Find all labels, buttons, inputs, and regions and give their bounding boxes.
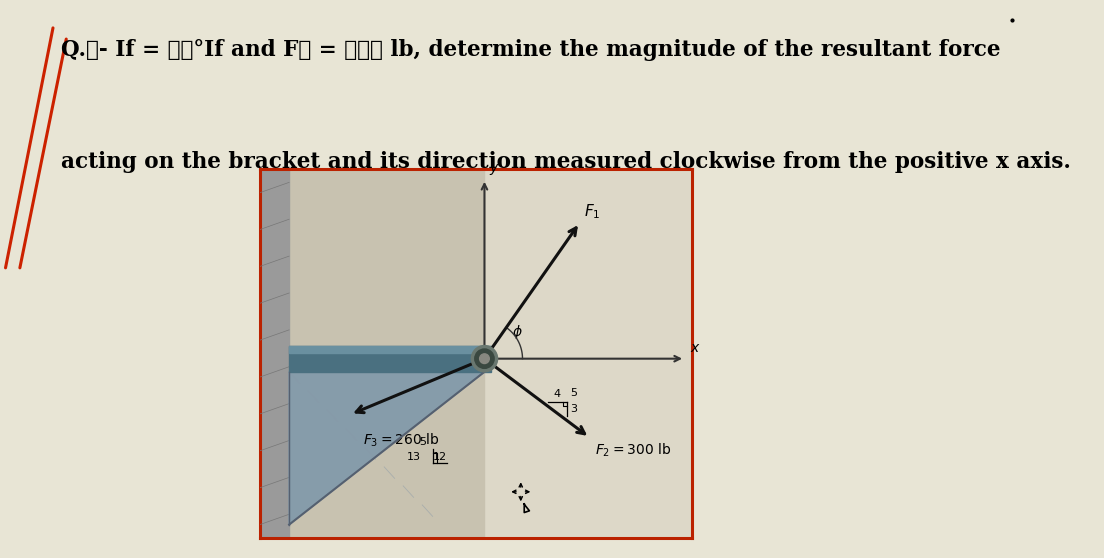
Bar: [289, 345, 491, 372]
Polygon shape: [289, 372, 485, 525]
Text: 13: 13: [406, 452, 421, 462]
Text: Q.٢- If = ٣٠°If and F١ = ٢٥٠ lb, determine the magnitude of the resultant force: Q.٢- If = ٣٠°If and F١ = ٢٥٠ lb, determi…: [61, 39, 1000, 61]
Text: $F_2 = 300$ lb: $F_2 = 300$ lb: [595, 442, 671, 459]
Bar: [259, 169, 289, 538]
Text: 3: 3: [570, 404, 577, 414]
Bar: [289, 345, 491, 354]
Text: 5: 5: [570, 388, 576, 398]
Text: 5: 5: [418, 437, 426, 447]
Text: $F_3 = 260$ lb: $F_3 = 260$ lb: [363, 432, 439, 449]
Circle shape: [479, 354, 489, 363]
Text: $y$: $y$: [489, 162, 499, 177]
Text: 4: 4: [554, 389, 561, 399]
Text: $x$: $x$: [690, 340, 701, 354]
Text: 12: 12: [433, 452, 447, 462]
Text: $F_1$: $F_1$: [584, 203, 601, 221]
Text: acting on the bracket and its direction measured clockwise from the positive x a: acting on the bracket and its direction …: [61, 151, 1071, 172]
Bar: [259, 169, 485, 538]
Text: $\phi$: $\phi$: [512, 323, 523, 341]
Circle shape: [471, 345, 498, 372]
Circle shape: [475, 349, 495, 368]
